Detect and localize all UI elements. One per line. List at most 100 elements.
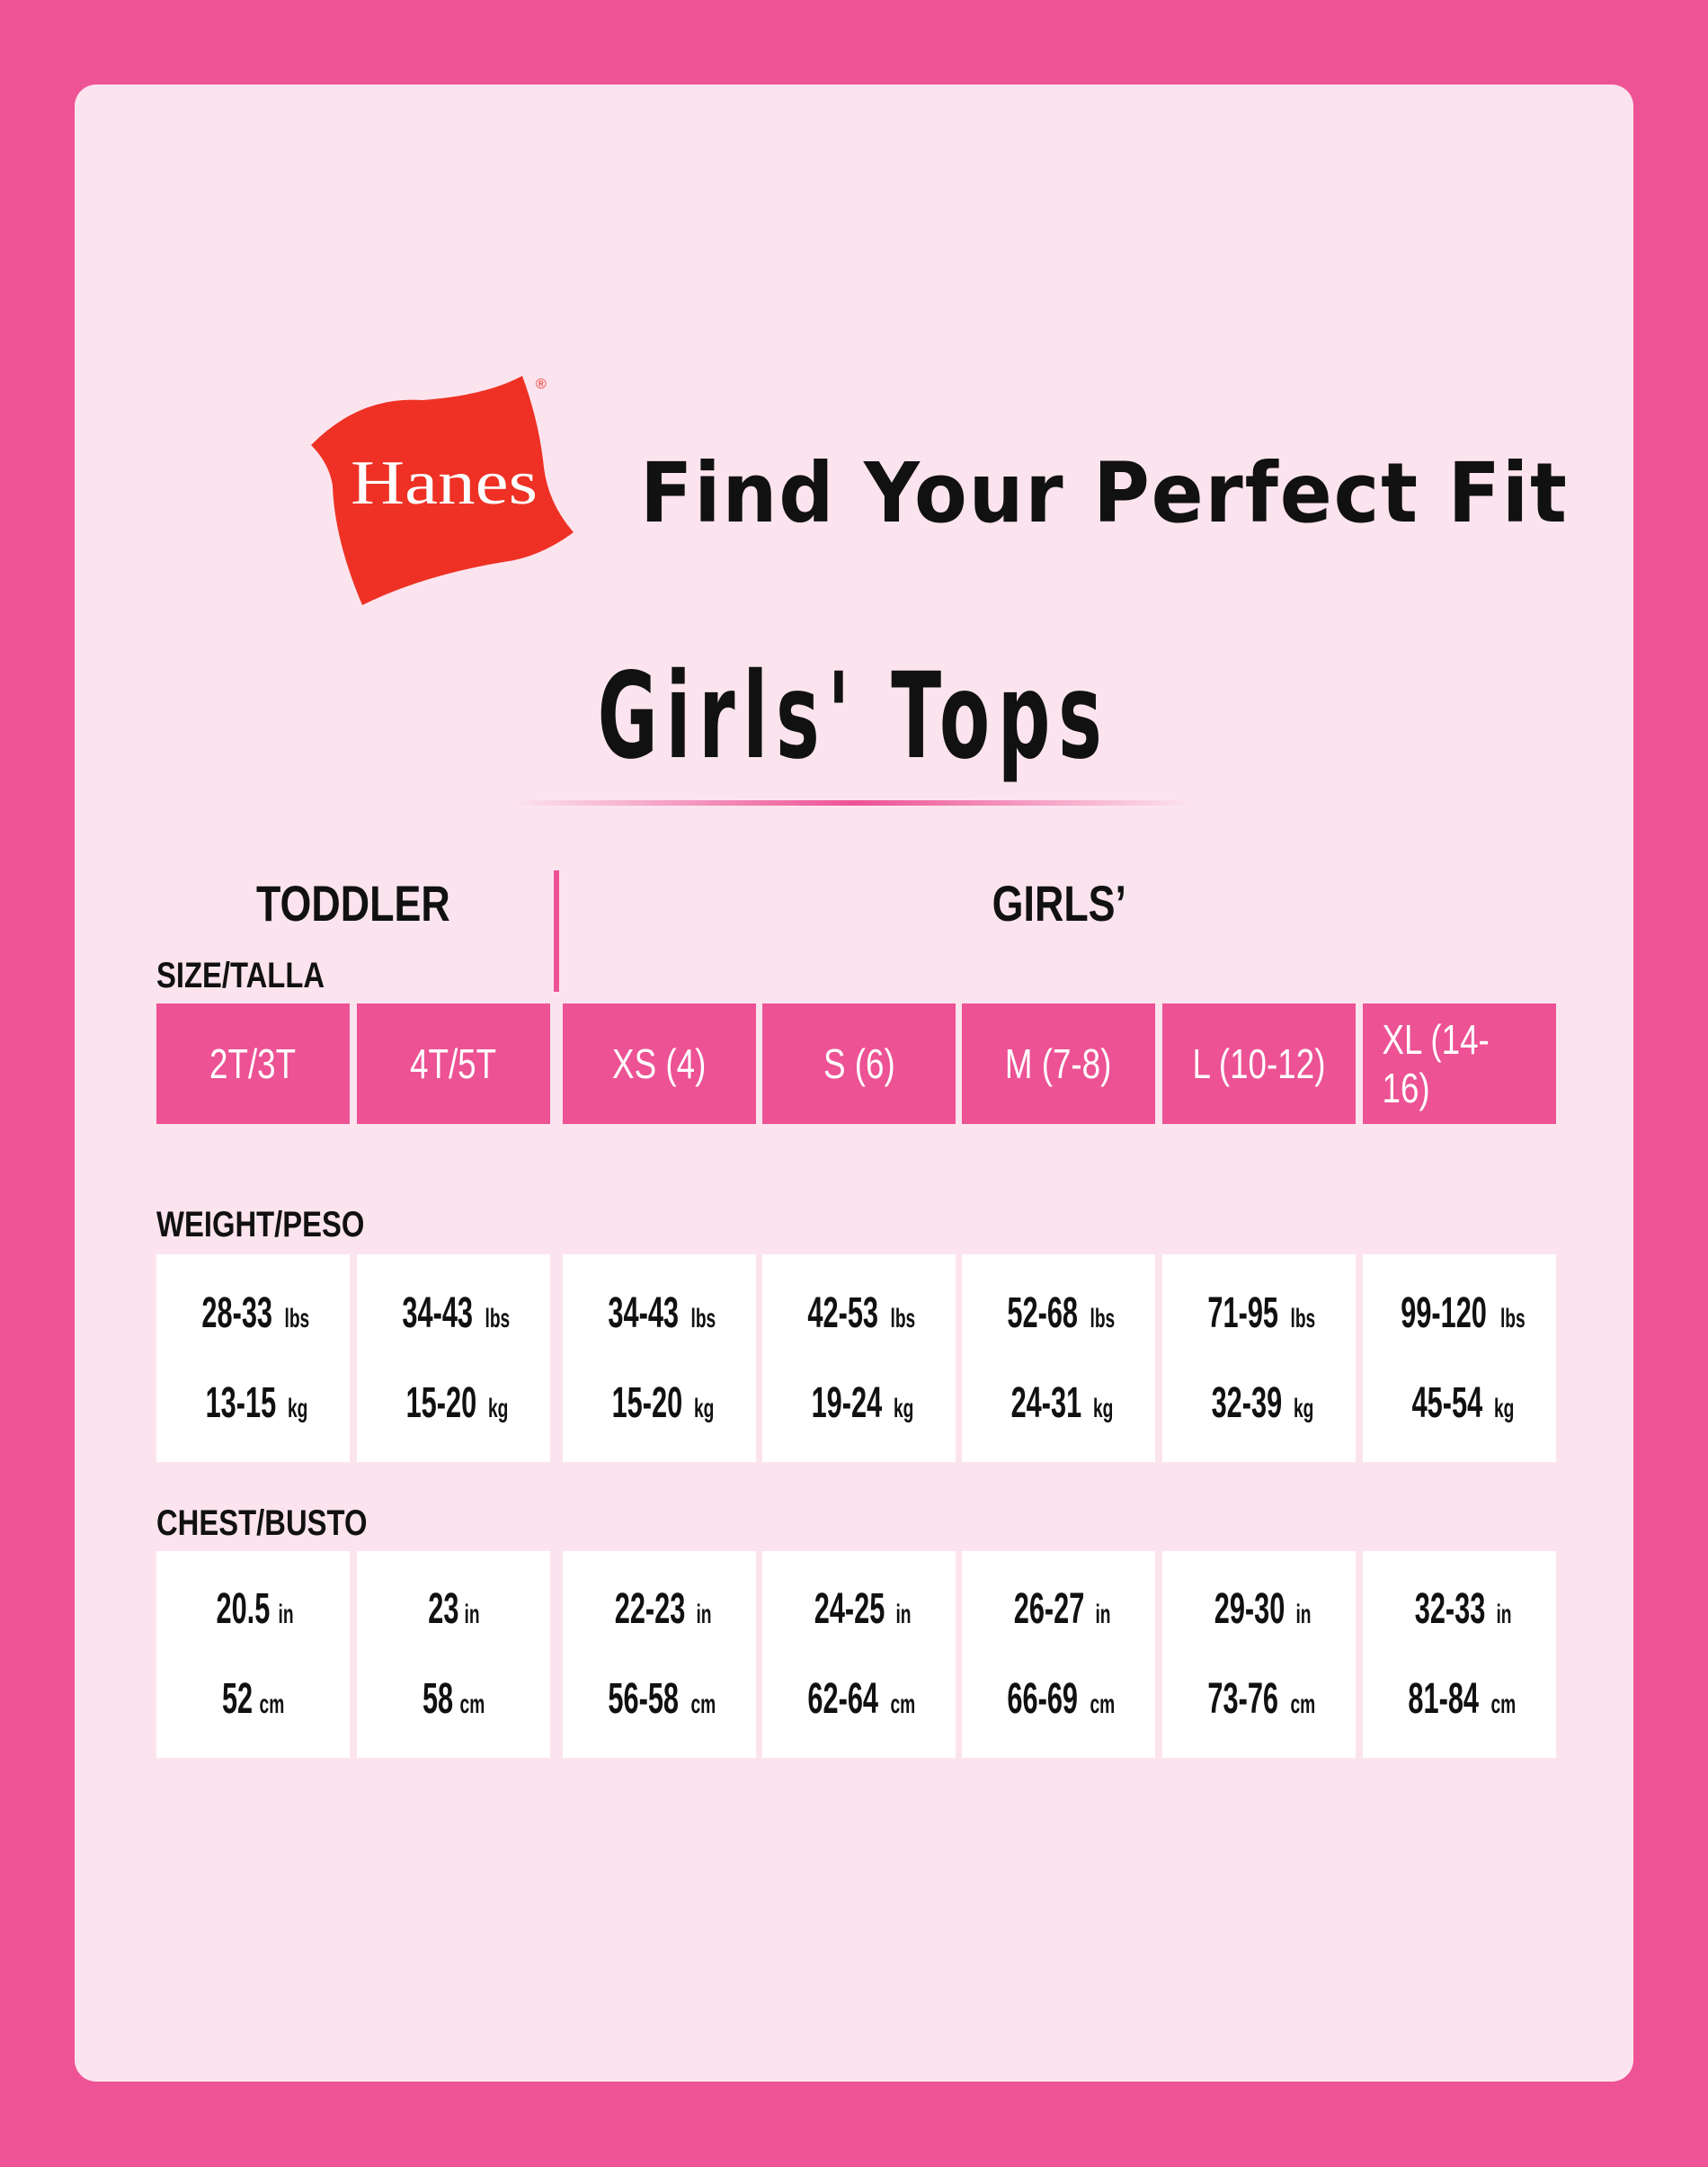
size-label-text: 4T/5T: [410, 1040, 497, 1087]
group-toddler: TODDLER: [156, 874, 550, 932]
chart-subtitle: Girls' Tops: [0, 647, 1708, 786]
size-cell: S (6): [762, 1003, 956, 1124]
cm-unit: cm: [690, 1690, 716, 1719]
chest-cm-value: 56-58 cm: [600, 1654, 719, 1744]
weight-kg-value: 32-39 kg: [1202, 1359, 1315, 1449]
weight-number: 15-20: [611, 1378, 682, 1427]
in-unit: in: [279, 1600, 295, 1629]
chest-number: 22-23: [614, 1585, 686, 1633]
weight-lbs-value: 71-95 lbs: [1199, 1269, 1319, 1359]
chest-in-value: 20.5 in: [209, 1565, 296, 1654]
weight-number: 45-54: [1411, 1378, 1482, 1427]
chest-cm-value: 58 cm: [419, 1654, 488, 1744]
weight-lbs-value: 99-120 lbs: [1390, 1269, 1528, 1359]
weight-kg-value: 13-15 kg: [196, 1359, 309, 1449]
lbs-unit: lbs: [284, 1303, 310, 1333]
in-unit: in: [1496, 1600, 1512, 1629]
in-unit: in: [1295, 1600, 1312, 1629]
subtitle-text: Girls' Tops: [598, 647, 1110, 786]
chest-number: 20.5: [216, 1585, 271, 1633]
chest-number: 24-25: [814, 1585, 885, 1633]
weight-number: 99-120: [1401, 1289, 1487, 1337]
gradient-divider: [512, 800, 1196, 806]
chest-in-value: 22-23 in: [606, 1565, 714, 1654]
lbs-unit: lbs: [690, 1303, 716, 1333]
lbs-unit: lbs: [1290, 1303, 1316, 1333]
lbs-unit: lbs: [485, 1303, 511, 1333]
weight-kg-value: 15-20 kg: [396, 1359, 510, 1449]
kg-unit: kg: [487, 1393, 508, 1423]
weight-number: 71-95: [1207, 1289, 1279, 1337]
chest-in-value: 32-33 in: [1406, 1565, 1514, 1654]
chest-cm-value: 62-64 cm: [799, 1654, 919, 1744]
chest-cm-value: 52 cm: [218, 1654, 288, 1744]
weight-cell: 52-68 lbs 24-31 kg: [962, 1254, 1155, 1462]
chest-in-value: 23 in: [424, 1565, 482, 1654]
kg-unit: kg: [1493, 1393, 1514, 1423]
in-unit: in: [895, 1600, 912, 1629]
group-divider: [554, 870, 559, 992]
size-label-text: S (6): [823, 1040, 895, 1087]
weight-lbs-value: 34-43 lbs: [394, 1269, 513, 1359]
page-title: Find Your Perfect Fit: [640, 445, 1569, 541]
weight-number: 19-24: [811, 1378, 882, 1427]
weight-lbs-value: 42-53 lbs: [799, 1269, 919, 1359]
cm-unit: cm: [890, 1690, 916, 1719]
weight-number: 13-15: [205, 1378, 276, 1427]
size-label-text: M (7-8): [1005, 1040, 1112, 1087]
chest-cm-value: 81-84 cm: [1400, 1654, 1519, 1744]
kg-unit: kg: [1092, 1393, 1113, 1423]
weight-number: 42-53: [807, 1289, 879, 1337]
lbs-unit: lbs: [1500, 1303, 1526, 1333]
group-toddler-label: TODDLER: [256, 875, 450, 932]
chest-number: 29-30: [1214, 1585, 1285, 1633]
size-cell: L (10-12): [1162, 1003, 1356, 1124]
weight-number: 15-20: [405, 1378, 476, 1427]
weight-kg-value: 24-31 kg: [1001, 1359, 1115, 1449]
chest-cell: 23 in 58 cm: [357, 1551, 550, 1758]
chest-cell: 32-33 in 81-84 cm: [1363, 1551, 1556, 1758]
in-unit: in: [465, 1600, 481, 1629]
size-cell: M (7-8): [962, 1003, 1155, 1124]
weight-number: 28-33: [201, 1289, 273, 1337]
size-label-text: XL (14-16): [1382, 1016, 1490, 1111]
chest-cell: 20.5 in 52 cm: [156, 1551, 350, 1758]
lbs-unit: lbs: [1090, 1303, 1116, 1333]
lbs-unit: lbs: [890, 1303, 916, 1333]
cm-unit: cm: [1090, 1690, 1116, 1719]
size-cell: 4T/5T: [357, 1003, 550, 1124]
weight-cell: 28-33 lbs 13-15 kg: [156, 1254, 350, 1462]
chest-cell: 22-23 in 56-58 cm: [563, 1551, 756, 1758]
cm-unit: cm: [259, 1690, 285, 1719]
chest-cm-value: 73-76 cm: [1199, 1654, 1319, 1744]
chest-in-value: 24-25 in: [805, 1565, 913, 1654]
chest-cell: 26-27 in 66-69 cm: [962, 1551, 1155, 1758]
size-cell: XS (4): [563, 1003, 756, 1124]
weight-number: 52-68: [1007, 1289, 1079, 1337]
weight-number: 24-31: [1010, 1378, 1081, 1427]
cm-unit: cm: [1290, 1690, 1316, 1719]
kg-unit: kg: [893, 1393, 913, 1423]
weight-lbs-value: 52-68 lbs: [999, 1269, 1118, 1359]
chest-in-value: 29-30 in: [1205, 1565, 1313, 1654]
chest-cm-value: 66-69 cm: [999, 1654, 1118, 1744]
weight-cell: 34-43 lbs 15-20 kg: [563, 1254, 756, 1462]
weight-cell: 34-43 lbs 15-20 kg: [357, 1254, 550, 1462]
weight-cell: 42-53 lbs 19-24 kg: [762, 1254, 956, 1462]
in-unit: in: [696, 1600, 712, 1629]
chest-number: 52: [222, 1675, 254, 1723]
group-girls: GIRLS’: [563, 874, 1556, 932]
size-cell: XL (14-16): [1363, 1003, 1556, 1124]
chest-number: 66-69: [1007, 1675, 1079, 1723]
size-label: SIZE/TALLA: [156, 956, 325, 995]
weight-kg-value: 45-54 kg: [1402, 1359, 1516, 1449]
chest-number: 62-64: [807, 1675, 879, 1723]
weight-number: 32-39: [1211, 1378, 1282, 1427]
chest-number: 58: [423, 1675, 454, 1723]
weight-kg-value: 19-24 kg: [802, 1359, 915, 1449]
weight-label: WEIGHT/PESO: [156, 1205, 365, 1244]
weight-kg-value: 15-20 kg: [602, 1359, 716, 1449]
cm-unit: cm: [1490, 1690, 1517, 1719]
kg-unit: kg: [1293, 1393, 1313, 1423]
size-label-text: XS (4): [612, 1040, 707, 1087]
